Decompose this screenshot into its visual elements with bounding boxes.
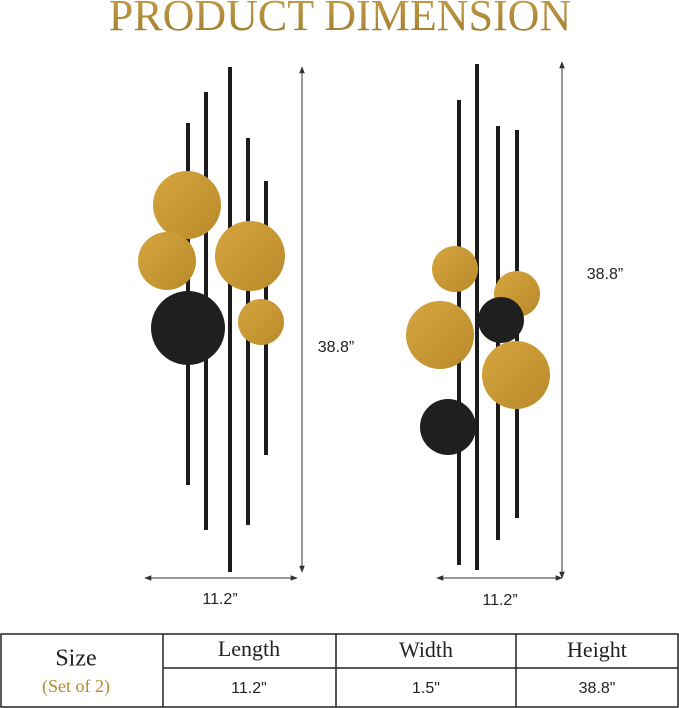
row-header-note: (Set of 2) — [42, 676, 110, 697]
right-width: 11.2” — [482, 592, 517, 609]
column-header: Height — [567, 637, 627, 662]
right-discs — [406, 246, 550, 455]
right-height: 38.8” — [587, 266, 623, 283]
left-height: 38.8” — [318, 339, 354, 356]
column-header: Width — [399, 637, 453, 662]
left-width: 11.2” — [202, 591, 237, 608]
row-header: Size — [55, 646, 96, 672]
size-table — [0, 633, 679, 708]
left-discs — [138, 171, 285, 365]
title: PRODUCT DIMENSION — [109, 0, 571, 40]
cell: 1.5" — [412, 680, 440, 697]
column-header: Length — [218, 636, 280, 661]
cell: 11.2" — [231, 680, 267, 697]
cell: 38.8" — [579, 680, 616, 697]
